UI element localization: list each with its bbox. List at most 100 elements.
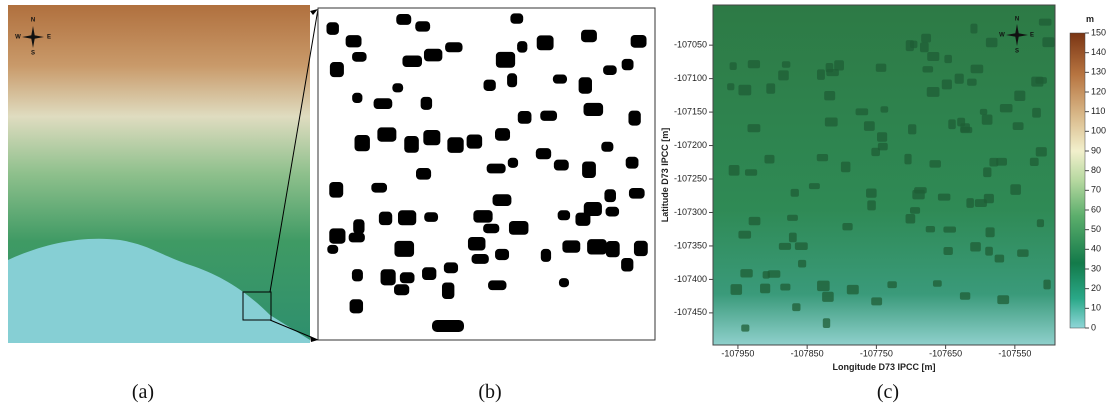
building-relief	[826, 63, 834, 72]
panel-a: N S W E	[8, 5, 310, 343]
building-relief	[834, 60, 844, 70]
colorbar-tick-label: 70	[1091, 185, 1101, 195]
building	[575, 213, 590, 226]
building-relief	[887, 281, 896, 288]
building	[487, 164, 506, 174]
y-tick-label: -107450	[674, 307, 707, 317]
building-relief	[920, 42, 929, 52]
building-relief	[782, 61, 790, 67]
building-relief	[970, 24, 977, 34]
building-relief	[922, 66, 933, 72]
building	[355, 135, 370, 151]
building	[582, 161, 596, 178]
building-relief	[780, 284, 790, 291]
building-relief	[955, 74, 964, 84]
building-relief	[985, 247, 993, 256]
building-relief	[967, 79, 976, 86]
colorbar-tick-label: 10	[1091, 303, 1101, 313]
building-relief	[1043, 280, 1050, 290]
building	[327, 245, 338, 254]
building	[584, 103, 604, 116]
compass-n: N	[31, 18, 35, 24]
colorbar-tick-label: 0	[1091, 322, 1096, 332]
building-relief	[960, 292, 970, 299]
building-relief	[730, 62, 737, 70]
building-relief	[1013, 122, 1024, 130]
y-axis-label: Latitude D73 IPCC [m]	[660, 128, 670, 223]
building-relief	[809, 183, 820, 189]
building	[518, 111, 532, 124]
x-axis-label: Longitude D73 IPCC [m]	[833, 362, 936, 372]
building-relief	[980, 109, 987, 115]
colorbar-unit: m	[1086, 14, 1094, 24]
y-tick-label: -107350	[674, 240, 707, 250]
building	[400, 272, 415, 283]
y-tick-label: -107200	[674, 140, 707, 150]
building	[484, 80, 496, 91]
building	[495, 249, 509, 260]
building-relief	[766, 83, 775, 93]
arrow-head	[310, 9, 318, 342]
panel-label: (b)	[478, 381, 501, 403]
building	[416, 168, 431, 180]
building	[626, 157, 639, 169]
colorbar-tick-label: 50	[1091, 224, 1101, 234]
building	[517, 41, 527, 53]
building	[381, 269, 396, 285]
building-relief	[906, 40, 914, 51]
building	[629, 188, 645, 199]
building	[445, 42, 462, 52]
building-relief	[1017, 249, 1028, 257]
building-relief	[871, 297, 882, 305]
compass-s: S	[31, 51, 35, 57]
building-relief	[1032, 108, 1041, 118]
building	[330, 62, 344, 77]
building-relief	[943, 226, 956, 232]
building-relief	[824, 91, 835, 100]
building-relief	[982, 115, 993, 125]
building-relief	[943, 247, 952, 255]
y-tick-label: -107300	[674, 207, 707, 217]
building-relief	[1000, 104, 1013, 112]
building-relief	[841, 162, 851, 173]
panel-c: m Longitude D73 IPCC [m] Latitude D73 IP…	[660, 5, 1106, 372]
building-relief	[881, 106, 889, 112]
building	[606, 241, 620, 257]
building-relief	[760, 284, 770, 294]
figure: N S W E m Longitude D73 IPCC [m] Latitud…	[0, 0, 1108, 405]
building-relief	[748, 124, 761, 132]
building-relief	[989, 158, 998, 167]
building-relief	[787, 215, 798, 221]
building-relief	[768, 270, 781, 278]
building-relief	[842, 223, 852, 230]
building-relief	[864, 121, 875, 131]
colorbar-tick-label: 30	[1091, 263, 1101, 273]
building	[507, 73, 517, 87]
compass-w: W	[15, 35, 21, 41]
building-relief	[971, 65, 984, 74]
building-relief	[1036, 147, 1047, 156]
building	[424, 49, 442, 62]
building-relief	[1030, 158, 1039, 166]
x-tick-label: -107850	[791, 348, 824, 358]
building-relief	[778, 70, 789, 80]
building	[631, 35, 647, 48]
building	[508, 158, 518, 168]
building-relief	[1037, 219, 1044, 227]
building	[379, 212, 392, 225]
building	[352, 269, 363, 281]
building	[622, 59, 634, 70]
building	[424, 212, 438, 222]
building	[553, 75, 567, 84]
building	[537, 35, 554, 50]
building	[394, 241, 414, 257]
building-relief	[984, 194, 994, 203]
building	[604, 189, 616, 202]
building-relief	[966, 198, 974, 208]
compass-s: S	[1015, 49, 1019, 55]
building	[346, 35, 362, 47]
building	[402, 55, 422, 67]
building-relief	[944, 55, 952, 63]
colorbar-tick-label: 90	[1091, 145, 1101, 155]
building-relief	[748, 60, 760, 68]
